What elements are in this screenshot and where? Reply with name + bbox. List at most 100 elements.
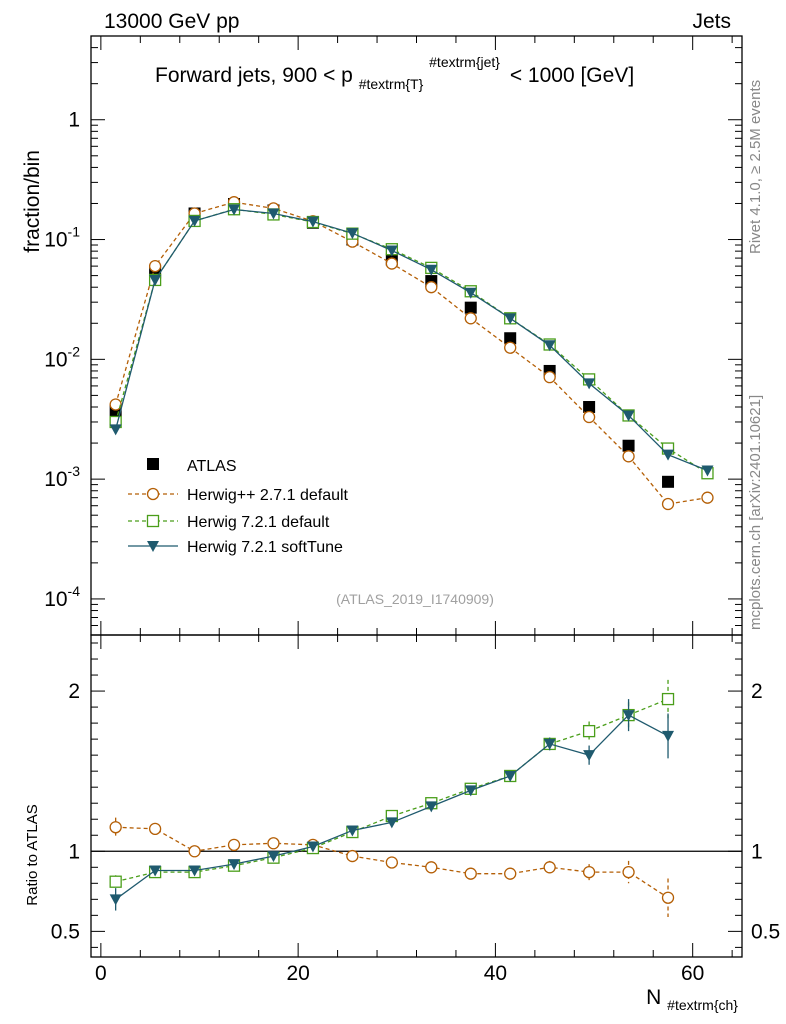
herwigpp-marker bbox=[109, 821, 122, 834]
main-series-line bbox=[115, 208, 708, 474]
herwig-softtune-marker bbox=[425, 264, 438, 276]
herwig-softtune-marker bbox=[306, 841, 319, 853]
ratio-series-group bbox=[109, 679, 675, 917]
herwig-softtune-marker bbox=[228, 204, 241, 216]
ratio-axis-ticks bbox=[91, 635, 742, 957]
herwigpp-marker bbox=[148, 822, 162, 835]
main-ytick-label: 10-1 bbox=[44, 224, 80, 252]
herwig-softtune-marker bbox=[701, 465, 714, 477]
herwigpp-marker bbox=[622, 865, 635, 879]
title-text: Forward jets, 900 < p bbox=[155, 64, 353, 87]
ratio-ytick-labels: 0.5 1 2 0.5 1 2 bbox=[51, 680, 780, 943]
herwig-default-marker bbox=[661, 692, 675, 706]
herwig-softtune-marker bbox=[188, 215, 201, 227]
x-tick-label: 40 bbox=[484, 962, 507, 985]
herwigpp-marker bbox=[504, 867, 517, 880]
legend-label-herwig-default: Herwig 7.2.1 default bbox=[187, 514, 330, 531]
x-axis-label: N #textrm{ch} bbox=[646, 986, 738, 1013]
herwig-softtune-marker bbox=[425, 801, 438, 813]
x-axis-label-main: N bbox=[646, 986, 661, 1009]
herwigpp-marker bbox=[227, 838, 241, 852]
herwig-softtune-marker bbox=[346, 825, 359, 837]
header-right-label: Jets bbox=[692, 10, 731, 33]
herwigpp-marker bbox=[425, 281, 438, 294]
main-axis-ticks bbox=[91, 35, 742, 636]
herwigpp-marker bbox=[385, 257, 398, 270]
herwig-softtune-marker bbox=[149, 865, 162, 877]
atlas-data-point bbox=[464, 301, 477, 314]
herwig-softtune-marker bbox=[622, 710, 635, 722]
herwig-softtune-marker bbox=[662, 730, 675, 742]
title-subscript: #textrm{T} bbox=[359, 76, 424, 92]
herwigpp-marker bbox=[267, 837, 280, 850]
ratio-ytick-label-right: 1 bbox=[751, 840, 763, 863]
herwig-softtune-marker bbox=[464, 785, 477, 797]
herwigpp-marker bbox=[425, 861, 438, 874]
herwigpp-marker bbox=[661, 891, 675, 904]
ratio-ytick-label-left: 1 bbox=[68, 840, 80, 863]
herwigpp-marker bbox=[148, 259, 162, 273]
herwig-softtune-marker bbox=[583, 378, 596, 390]
main-ytick-label: 1 bbox=[68, 109, 80, 132]
side-rivet-label: Rivet 4.1.0, ≥ 2.5M events bbox=[747, 80, 764, 254]
herwigpp-marker bbox=[661, 497, 675, 511]
x-tick-label: 60 bbox=[681, 962, 704, 985]
main-title: Forward jets, 900 < p #textrm{T} #textrm… bbox=[155, 49, 634, 94]
side-mcplots-label: mcplots.cern.ch [arXiv:2401.10621] bbox=[747, 395, 764, 630]
ratio-ylabel: Ratio to ATLAS bbox=[24, 804, 41, 905]
main-ytick-label: 10-4 bbox=[44, 583, 80, 611]
herwig-softtune-marker bbox=[504, 313, 517, 325]
legend-label-atlas: ATLAS bbox=[187, 458, 237, 475]
title-end: < 1000 [GeV] bbox=[510, 64, 634, 87]
herwig-softtune-marker bbox=[109, 894, 122, 906]
x-tick-label: 0 bbox=[95, 962, 107, 985]
atlas-data-point bbox=[583, 401, 596, 414]
herwigpp-marker bbox=[109, 398, 122, 411]
herwigpp-marker bbox=[464, 867, 477, 880]
main-series-line bbox=[115, 208, 708, 472]
x-axis-label-sub: #textrm{ch} bbox=[667, 997, 738, 1013]
ratio-series-line bbox=[115, 826, 669, 899]
main-series-group bbox=[109, 196, 714, 511]
main-ytick-label: 10-3 bbox=[44, 463, 80, 491]
herwig-softtune-marker bbox=[267, 851, 280, 863]
main-series-line bbox=[115, 201, 708, 505]
atlas-data-point bbox=[504, 332, 517, 345]
header-left-label: 13000 GeV pp bbox=[104, 10, 239, 33]
herwigpp-marker bbox=[385, 856, 398, 869]
herwigpp-marker bbox=[504, 341, 517, 354]
herwigpp-marker bbox=[622, 450, 635, 463]
legend: ATLAS Herwig++ 2.7.1 default Herwig 7.2.… bbox=[128, 458, 349, 556]
legend-label-herwigpp: Herwig++ 2.7.1 default bbox=[187, 487, 349, 504]
herwig-softtune-marker bbox=[109, 424, 122, 436]
herwig-softtune-marker bbox=[188, 865, 201, 877]
ratio-ytick-label-left: 2 bbox=[68, 680, 80, 703]
herwig-default-marker bbox=[109, 875, 122, 888]
herwig-softtune-marker bbox=[267, 208, 280, 220]
title-superscript: #textrm{jet} bbox=[429, 54, 500, 70]
legend-marker-atlas bbox=[147, 458, 159, 470]
ratio-panel-frame bbox=[90, 634, 743, 958]
x-tick-labels: 0 20 40 60 bbox=[95, 962, 704, 985]
legend-marker-herwig-softtune bbox=[147, 541, 159, 552]
atlas-data-point bbox=[622, 439, 635, 452]
herwig-softtune-marker bbox=[662, 449, 675, 461]
legend-marker-herwig-default bbox=[146, 514, 160, 528]
main-ytick-label: 10-2 bbox=[44, 343, 80, 371]
herwig-softtune-marker bbox=[583, 750, 596, 762]
ratio-series-line bbox=[115, 698, 669, 883]
x-tick-label: 20 bbox=[286, 962, 309, 985]
herwigpp-marker bbox=[582, 410, 596, 424]
herwigpp-marker bbox=[188, 845, 201, 858]
herwigpp-marker bbox=[346, 849, 359, 863]
herwig-softtune-marker bbox=[504, 770, 517, 782]
legend-label-herwig-softtune: Herwig 7.2.1 softTune bbox=[187, 539, 343, 556]
ratio-ytick-label-left: 0.5 bbox=[51, 920, 80, 943]
ratio-ytick-label-right: 0.5 bbox=[751, 920, 780, 943]
main-ylabel: fraction/bin bbox=[21, 150, 44, 253]
herwigpp-marker bbox=[543, 371, 556, 384]
analysis-watermark: (ATLAS_2019_I1740909) bbox=[336, 591, 494, 607]
herwig-softtune-marker bbox=[543, 340, 556, 352]
herwig-default-marker bbox=[582, 724, 596, 738]
